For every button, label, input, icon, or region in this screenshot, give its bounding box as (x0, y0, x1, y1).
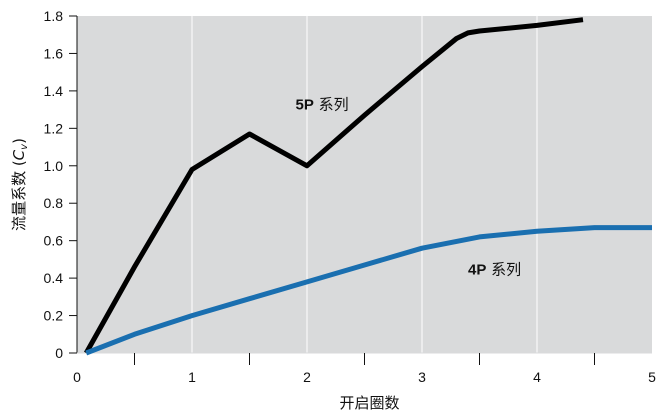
x-tick-label: 1 (188, 369, 196, 385)
grid-lines (191, 16, 538, 353)
series-line-5p (84, 17, 584, 355)
series-line-4p (85, 225, 652, 356)
y-tick-label: 1.2 (44, 120, 64, 136)
x-tick-label: 3 (418, 369, 426, 385)
x-axis-title: 开启圈数 (339, 394, 399, 412)
y-tick-label: 1.4 (44, 83, 64, 99)
axes: 0 0.2 0.4 0.6 0.8 1.0 1.2 1.4 1.6 1.8 0 1 2 3 4 5 开启圈数 流量… (10, 8, 656, 412)
y-tick-label: 0.8 (44, 195, 64, 211)
y-axis-title-var: C (10, 149, 28, 160)
plot-area (77, 16, 652, 353)
y-tick-label: 0.6 (44, 233, 64, 249)
x-tick-label: 2 (303, 369, 311, 385)
y-tick-label: 1.0 (44, 158, 64, 174)
series-label-bold: 5P (296, 97, 314, 114)
series-label-bold: 4P (468, 261, 486, 278)
x-tick-label: 5 (648, 369, 656, 385)
series-group (84, 17, 652, 356)
y-tick-label: 0.2 (44, 308, 64, 324)
y-tick-label: 0.4 (44, 270, 64, 286)
series-label-4p: 4P 系列 (468, 260, 521, 278)
y-axis-title: 流量系数 (Cv) (10, 138, 30, 231)
x-tick-label: 4 (533, 369, 541, 385)
x-tick-label: 0 (73, 369, 81, 385)
series-label-text: 系列 (314, 96, 349, 114)
series-label-5p: 5P 系列 (296, 96, 349, 114)
y-axis-title-suffix: ) (10, 138, 28, 144)
y-tick-label: 1.6 (44, 45, 64, 61)
y-axis-title-prefix: 流量系数 ( (10, 160, 28, 231)
y-tick-label: 0 (55, 345, 63, 361)
y-tick-label: 1.8 (44, 8, 64, 24)
series-label-text: 系列 (486, 260, 521, 278)
y-axis-title-sub: v (19, 143, 30, 150)
